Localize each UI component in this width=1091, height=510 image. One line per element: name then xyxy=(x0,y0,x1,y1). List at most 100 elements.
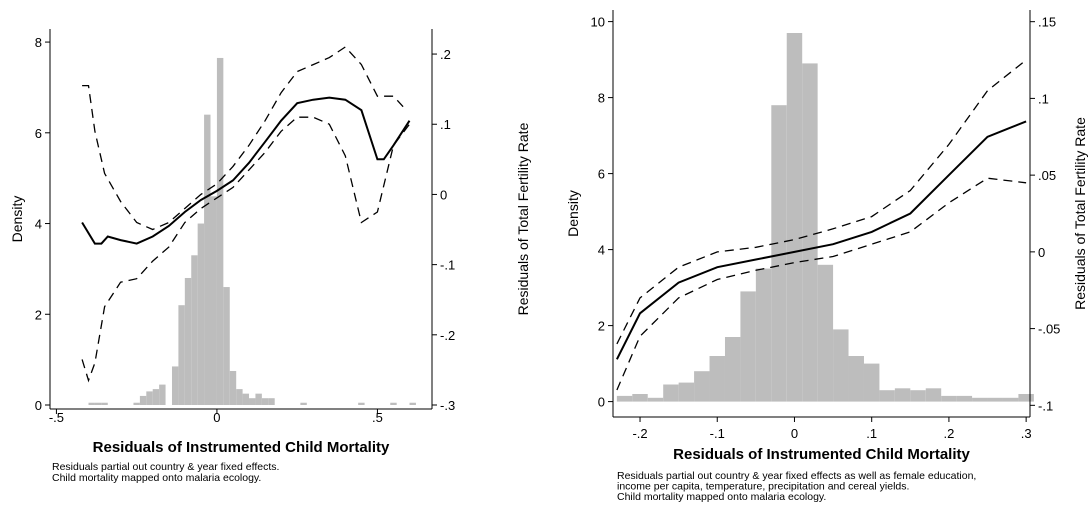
histogram-bar xyxy=(409,402,416,405)
histogram-bar xyxy=(268,398,275,405)
x-axis-title: Residuals of Instrumented Child Mortalit… xyxy=(673,446,970,463)
y2-tick-label: .1 xyxy=(440,117,451,132)
y2-tick-label: 0 xyxy=(1038,245,1045,260)
confidence-band-line xyxy=(81,116,411,383)
fitted-line xyxy=(616,120,1027,360)
fitted-line xyxy=(81,96,411,245)
y2-tick-label: -.1 xyxy=(440,258,455,273)
histogram-bar xyxy=(972,397,988,402)
histogram-bar xyxy=(894,388,911,402)
histogram-bar xyxy=(678,382,695,402)
x-tick-label: -.5 xyxy=(49,410,64,425)
confidence-band-line xyxy=(616,59,1027,345)
y2-axis-title: Residuals of Total Fertility Rate xyxy=(515,122,531,315)
x-tick-label: 0 xyxy=(213,410,220,425)
histogram-bar xyxy=(94,402,102,405)
histogram-bar xyxy=(956,395,973,402)
histogram-bar xyxy=(925,388,942,402)
histogram-bar xyxy=(184,277,192,405)
y2-tick-label: -.05 xyxy=(1038,322,1060,337)
histogram-bar xyxy=(300,402,307,405)
histogram-bar xyxy=(786,33,803,402)
histogram-bar xyxy=(817,264,834,402)
confidence-band-line xyxy=(616,177,1027,391)
histogram-bar xyxy=(879,390,895,402)
figure-note: Child mortality mapped onto malaria ecol… xyxy=(52,472,261,484)
y-axis-title: Density xyxy=(565,190,581,237)
histogram-bar xyxy=(178,305,185,405)
histogram-bar xyxy=(101,402,108,405)
histogram-bar xyxy=(694,371,710,402)
x-tick-label: -.1 xyxy=(710,426,725,441)
x-tick-label: .2 xyxy=(943,426,954,441)
y-axis-title: Density xyxy=(9,196,25,243)
y2-tick-label: 0 xyxy=(440,187,447,202)
histogram-bar xyxy=(647,397,664,402)
histogram-bar xyxy=(358,402,365,405)
y-tick-label: 6 xyxy=(598,167,605,182)
histogram-bar xyxy=(755,268,772,402)
y-tick-label: 8 xyxy=(598,91,605,106)
histogram-bar xyxy=(216,57,224,405)
figure-note: Residuals partial out country & year fix… xyxy=(617,470,976,482)
confidence-band-line xyxy=(82,46,404,231)
histogram-bar xyxy=(236,389,243,405)
y2-tick-label: -.1 xyxy=(1038,398,1053,413)
histogram-bar xyxy=(802,63,818,402)
x-tick-label: .3 xyxy=(1021,426,1032,441)
x-tick-label: 0 xyxy=(791,426,798,441)
x-tick-label: .1 xyxy=(866,426,877,441)
histogram-bar xyxy=(204,114,211,405)
histogram-bar xyxy=(210,196,217,405)
histogram-bar xyxy=(255,393,262,405)
figure-note: Residuals partial out country & year fix… xyxy=(52,461,279,473)
right-panel: 0 2 4 6 8 10 .15 .1 .05 0 -.05 -.1 -.2 -.1 0 .1 .2 .3 Resi… xyxy=(565,10,1088,503)
y2-tick-label: .15 xyxy=(1038,15,1056,30)
histogram-bar xyxy=(249,398,256,405)
left-panel: 0 2 4 6 8 .2 .1 0 -.1 -.2 -.3 -.5 0 .5 Residuals of In… xyxy=(9,29,531,484)
y2-tick-label: -.3 xyxy=(440,398,455,413)
histogram-bar xyxy=(941,395,957,402)
x-axis-title: Residuals of Instrumented Child Mortalit… xyxy=(93,439,390,456)
histogram-bar xyxy=(223,287,230,405)
histogram-bar xyxy=(833,329,849,402)
histogram-bar xyxy=(709,356,725,402)
y2-tick-label: .1 xyxy=(1038,91,1049,106)
y-tick-label: 4 xyxy=(598,243,605,258)
y-tick-label: 2 xyxy=(35,307,42,322)
figure-note: income per capita, temperature, precipit… xyxy=(617,481,909,493)
histogram-bar xyxy=(616,395,633,402)
histogram-bar xyxy=(88,402,95,405)
y-tick-label: 0 xyxy=(598,395,605,410)
histogram-bar xyxy=(390,402,397,405)
histogram-bar xyxy=(771,105,787,402)
histogram-bar xyxy=(663,384,679,402)
histogram-bar xyxy=(229,370,237,405)
histogram-bar xyxy=(848,356,864,402)
histogram-bar xyxy=(863,363,880,402)
y2-tick-label: .2 xyxy=(440,47,451,62)
histogram-bar xyxy=(987,397,1003,402)
y2-tick-label: .05 xyxy=(1038,168,1056,183)
y-tick-label: 4 xyxy=(35,217,42,232)
histogram-bar xyxy=(146,391,153,405)
x-tick-label: -.2 xyxy=(632,426,647,441)
y2-axis-title: Residuals of Total Fertility Rate xyxy=(1072,117,1088,310)
y-tick-label: 6 xyxy=(35,126,42,141)
histogram-bar xyxy=(191,255,198,405)
y-tick-label: 0 xyxy=(35,398,42,413)
histogram-bar xyxy=(159,384,166,405)
y2-tick-label: -.2 xyxy=(440,328,455,343)
histogram-bar xyxy=(1002,397,1019,402)
histogram-bar xyxy=(740,291,756,402)
histogram-bar xyxy=(152,389,160,405)
histogram-bar xyxy=(133,402,140,405)
histogram-bar xyxy=(1018,394,1034,402)
y-tick-label: 10 xyxy=(591,15,605,30)
y-tick-label: 8 xyxy=(35,35,42,50)
histogram-bar xyxy=(139,395,147,405)
histogram-bar xyxy=(261,398,269,405)
histogram-bar xyxy=(197,223,205,405)
histogram-bar xyxy=(724,337,741,402)
